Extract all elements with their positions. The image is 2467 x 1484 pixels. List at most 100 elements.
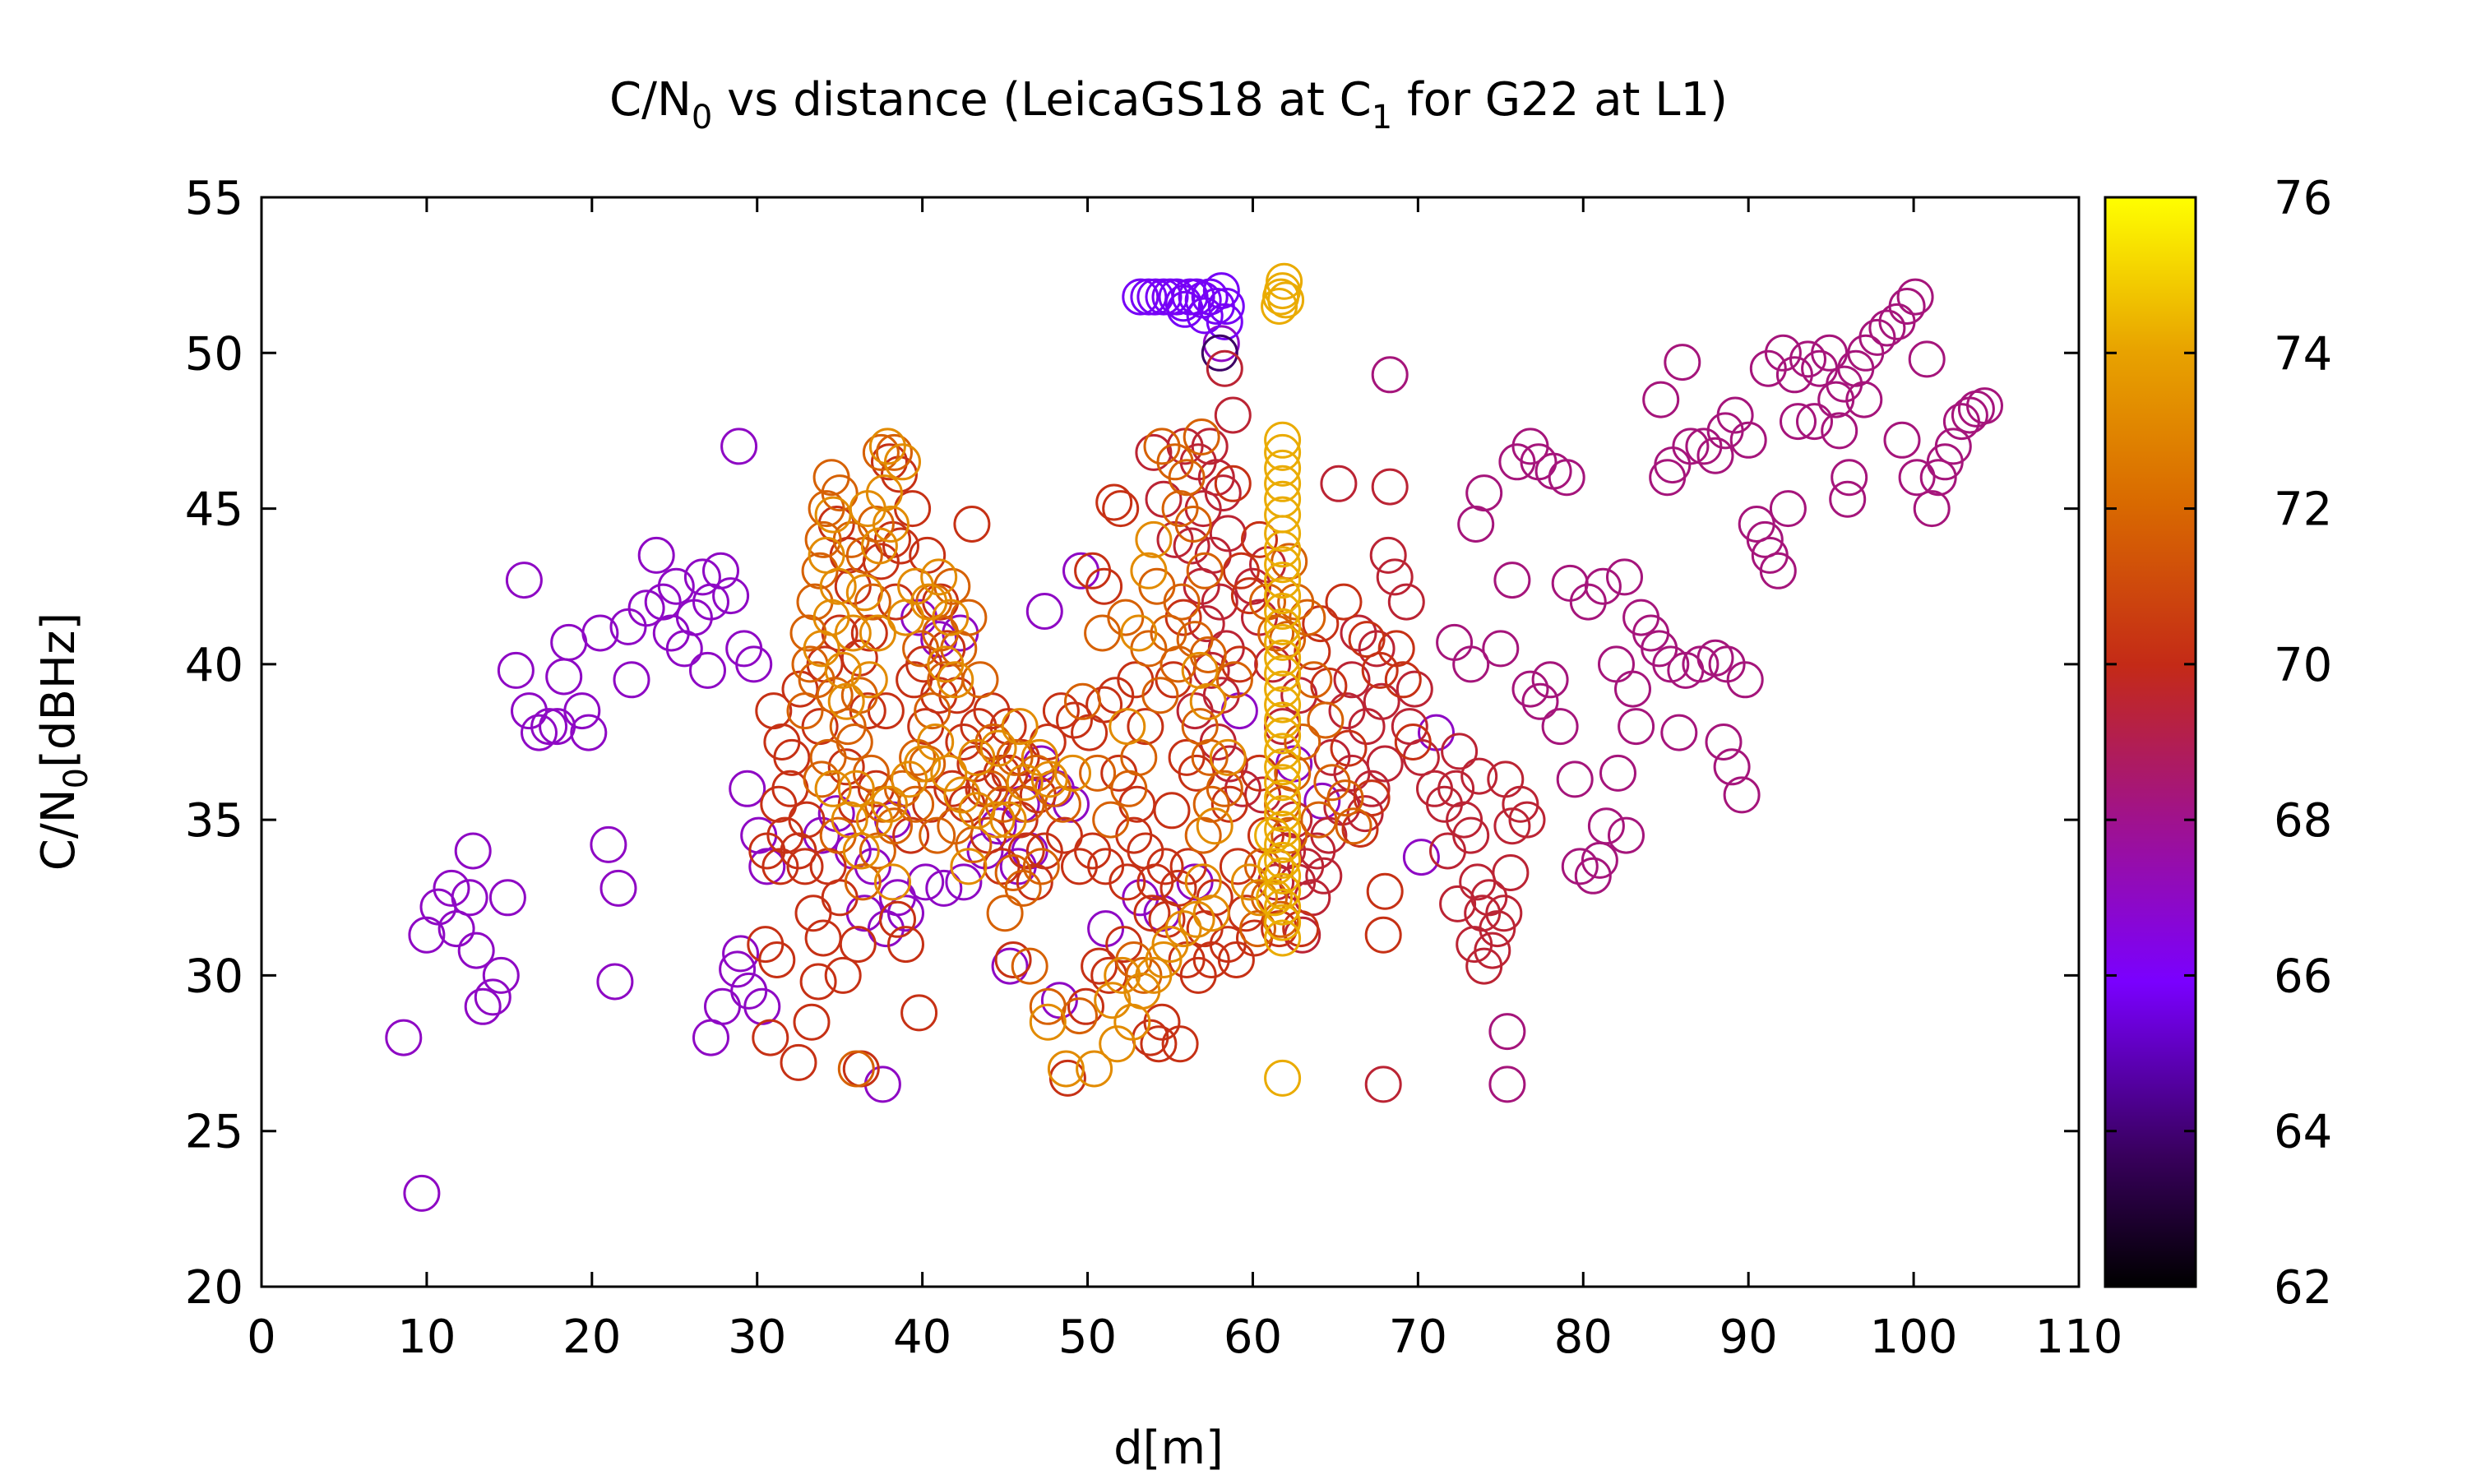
data-point — [1264, 480, 1302, 518]
data-point — [1264, 872, 1302, 910]
data-point — [945, 863, 983, 901]
title-tail: for G22 at L1) — [1392, 73, 1728, 127]
data-point — [1196, 807, 1234, 845]
data-point — [722, 935, 760, 973]
data-point — [1107, 599, 1145, 636]
data-point — [1934, 428, 1972, 465]
data-point — [786, 848, 824, 885]
data-point — [1493, 562, 1531, 599]
data-point — [1153, 792, 1191, 830]
data-point — [1140, 1025, 1178, 1063]
x-tick-label: 90 — [1719, 1311, 1778, 1364]
data-point — [511, 692, 548, 730]
data-point — [1966, 387, 2003, 425]
data-point — [855, 801, 893, 839]
data-point — [451, 879, 488, 917]
data-point — [1264, 623, 1302, 661]
data-point — [1181, 651, 1219, 689]
data-point — [1353, 779, 1391, 817]
data-point — [1394, 724, 1432, 760]
data-point — [1606, 558, 1643, 596]
data-point — [1214, 465, 1252, 502]
x-tick-label: 70 — [1389, 1311, 1447, 1364]
colorbar-tick-label: 68 — [2274, 794, 2332, 848]
data-point — [879, 900, 916, 938]
data-point — [862, 433, 900, 471]
data-point — [1085, 686, 1123, 724]
chart-title: C/N0 vs distance (LeicaGS18 at C1 for G2… — [609, 73, 1728, 136]
data-point — [1133, 895, 1171, 932]
data-point — [1029, 1003, 1067, 1041]
data-point — [1206, 303, 1243, 340]
data-point — [1464, 895, 1502, 932]
data-point — [1511, 670, 1549, 708]
data-point — [1487, 760, 1525, 798]
data-point — [474, 978, 511, 1016]
data-point — [1064, 682, 1101, 720]
data-point — [1209, 738, 1247, 776]
y-tick-label: 30 — [185, 950, 243, 1003]
data-point — [1289, 599, 1326, 636]
data-point — [1130, 278, 1168, 316]
data-point — [692, 1019, 729, 1056]
data-point — [1092, 801, 1130, 839]
data-point — [1569, 583, 1607, 621]
data-point — [1241, 879, 1278, 917]
data-point — [1127, 708, 1164, 746]
data-point — [752, 1019, 789, 1056]
data-point — [689, 651, 726, 689]
data-point — [978, 801, 1016, 839]
data-point — [827, 682, 865, 720]
title-rest-subscript: 1 — [1372, 99, 1392, 136]
data-point — [1178, 278, 1215, 316]
data-point — [1102, 490, 1140, 528]
data-point — [871, 785, 908, 823]
data-point — [482, 956, 520, 994]
data-point — [1488, 1066, 1526, 1103]
data-point — [1896, 278, 1934, 316]
data-point — [454, 832, 492, 870]
data-point — [1581, 841, 1618, 879]
x-tick-label: 110 — [2035, 1311, 2123, 1364]
data-point — [1264, 530, 1302, 568]
data-point — [1485, 895, 1523, 932]
colorbar-tick-label: 72 — [2274, 483, 2332, 537]
data-point — [1759, 552, 1797, 589]
data-point — [1493, 807, 1531, 845]
data-point — [1300, 801, 1338, 839]
data-point — [530, 708, 568, 746]
data-point — [1492, 854, 1530, 891]
data-point — [1067, 987, 1104, 1025]
data-point — [1047, 1050, 1085, 1088]
data-point — [1056, 701, 1093, 739]
data-point — [1054, 754, 1091, 792]
data-point — [1074, 832, 1112, 870]
data-point — [1749, 349, 1787, 387]
data-point — [1264, 593, 1302, 630]
data-point — [1045, 816, 1083, 854]
y-tick-label: 35 — [185, 794, 243, 848]
data-point — [748, 848, 786, 885]
data-point — [824, 956, 862, 994]
data-point — [804, 919, 842, 957]
data-point — [804, 520, 842, 558]
data-point — [758, 941, 796, 978]
data-point — [1163, 583, 1201, 621]
data-point — [1441, 733, 1479, 770]
data-point — [1076, 1050, 1113, 1088]
data-point — [1696, 639, 1734, 677]
data-point — [1204, 474, 1242, 512]
colorbar-gradient — [2104, 196, 2197, 1288]
data-point — [1598, 645, 1635, 683]
data-point — [1264, 670, 1302, 708]
data-point — [991, 947, 1029, 985]
data-point — [814, 770, 852, 807]
colorbar-ticks: 62 64 66 68 70 72 74 76 — [2105, 172, 2332, 1315]
data-point — [1264, 795, 1302, 833]
data-point — [1110, 770, 1148, 807]
data-point — [1340, 614, 1377, 652]
data-point — [1376, 558, 1414, 596]
data-point — [1264, 888, 1302, 926]
data-point — [816, 677, 854, 714]
data-point — [927, 645, 965, 683]
